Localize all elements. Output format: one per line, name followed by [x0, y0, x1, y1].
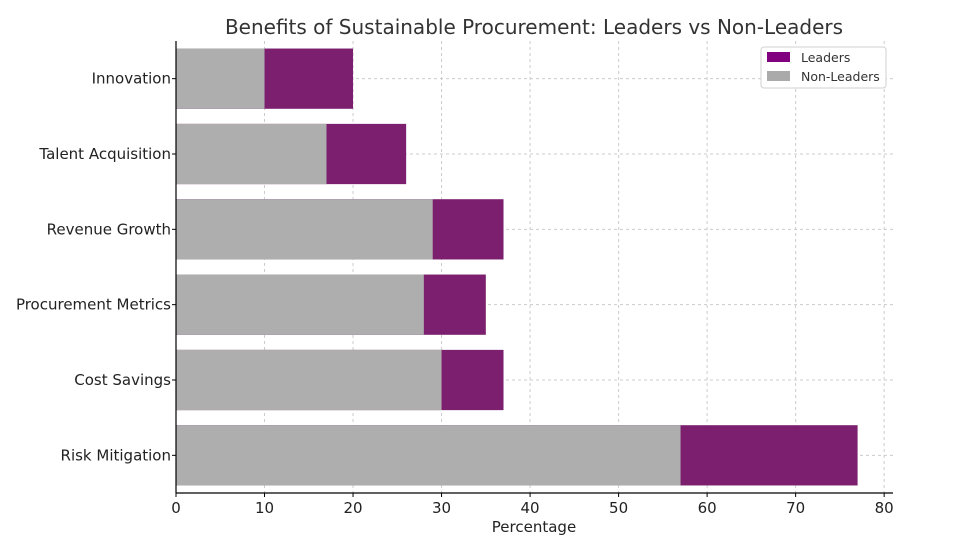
x-tick-label-60: 60 — [698, 499, 717, 517]
x-tick-label-40: 40 — [521, 499, 540, 517]
x-tick-labels: 0 10 20 30 40 50 60 70 80 — [171, 493, 894, 517]
category-label-procurement-metrics: Procurement Metrics — [16, 296, 171, 314]
category-label-cost-savings: Cost Savings — [74, 371, 171, 389]
category-label-talent-acquisition: Talent Acquisition — [38, 145, 171, 163]
chart-title: Benefits of Sustainable Procurement: Lea… — [225, 15, 843, 39]
legend-box — [760, 46, 887, 89]
legend-swatch-non-leaders — [767, 71, 790, 81]
x-tick-label-50: 50 — [609, 499, 628, 517]
x-tick-label-10: 10 — [255, 499, 274, 517]
x-tick-label-30: 30 — [432, 499, 451, 517]
category-label-revenue-growth: Revenue Growth — [47, 220, 171, 238]
x-tick-label-0: 0 — [171, 499, 181, 517]
x-tick-label-80: 80 — [875, 499, 894, 517]
x-tick-label-20: 20 — [343, 499, 362, 517]
bar-non-leaders-innovation — [176, 48, 265, 109]
axes — [175, 41, 893, 494]
legend-label-non-leaders: Non-Leaders — [801, 69, 880, 84]
legend-label-leaders: Leaders — [801, 50, 850, 65]
bars — [176, 48, 858, 486]
bar-non-leaders-risk-mitigation — [176, 425, 681, 486]
category-labels: Risk Mitigation Cost Savings Procurement M… — [16, 70, 176, 464]
bar-non-leaders-procurement-metrics — [176, 274, 424, 335]
category-label-innovation: Innovation — [92, 70, 171, 88]
bar-non-leaders-cost-savings — [176, 349, 442, 411]
legend: Leaders Non-Leaders — [760, 46, 887, 89]
x-axis-title: Percentage — [492, 518, 576, 536]
bar-non-leaders-talent-acquisition — [176, 123, 327, 185]
category-label-risk-mitigation: Risk Mitigation — [61, 446, 171, 464]
bar-non-leaders-revenue-growth — [176, 199, 433, 260]
x-tick-label-70: 70 — [786, 499, 805, 517]
legend-swatch-leaders — [767, 52, 790, 62]
